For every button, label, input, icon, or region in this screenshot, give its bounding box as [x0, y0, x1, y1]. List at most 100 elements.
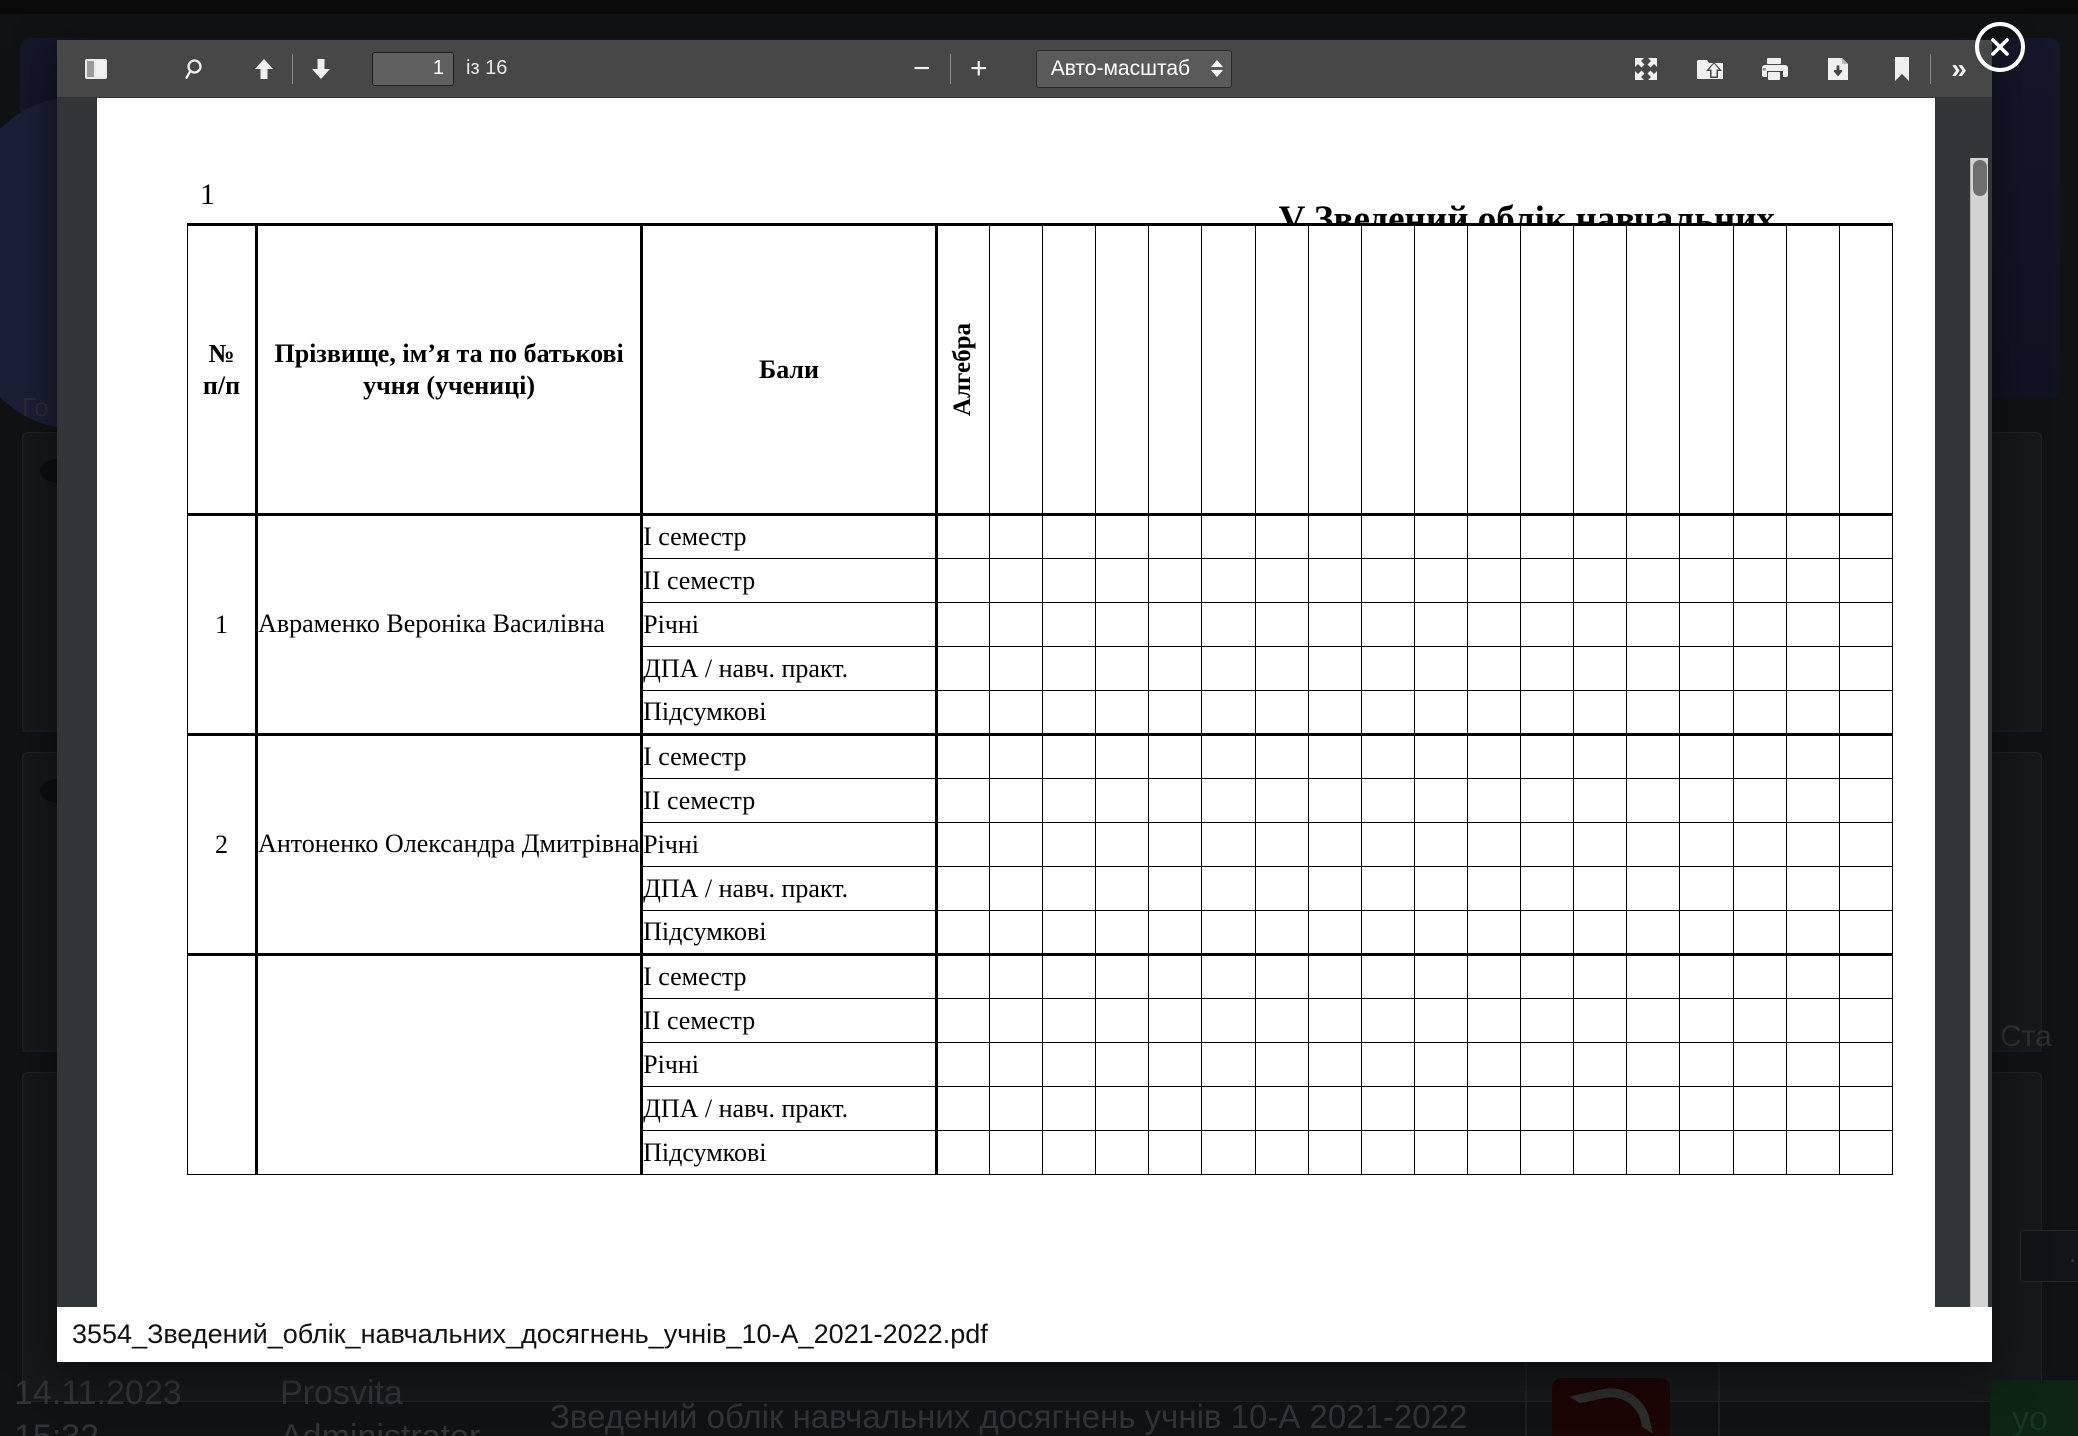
cell-subject-score — [1732, 910, 1787, 955]
page-number-input[interactable] — [372, 51, 454, 86]
cell-subject-score — [935, 1086, 991, 1131]
header-subject-blank — [1148, 223, 1203, 515]
previous-page-button[interactable] — [243, 50, 285, 88]
toolbar-separator-2 — [949, 53, 951, 84]
cell-subject-score — [1520, 733, 1575, 779]
zoom-level-select[interactable]: Авто-масштаб — [1035, 49, 1232, 88]
header-subject-blank — [1201, 223, 1256, 515]
cell-subject-score — [1466, 558, 1522, 603]
chevron-updown-icon — [1210, 60, 1223, 77]
pdf-swoosh-shape — [1569, 1380, 1653, 1436]
cell-subject-score — [1413, 646, 1469, 691]
next-page-button[interactable] — [300, 50, 342, 88]
cell-subject-score — [1042, 998, 1097, 1043]
cell-subject-score — [935, 690, 991, 735]
bookmark-button[interactable] — [1881, 50, 1923, 88]
header-subject-blank — [1360, 223, 1415, 515]
cell-subject-score — [1042, 733, 1097, 779]
table-row: ІІ семестр — [188, 778, 1894, 823]
cell-subject-score — [1679, 998, 1734, 1043]
cell-score-period: ДПА / навч. практ. — [641, 866, 938, 911]
cell-subject-score — [1785, 690, 1840, 735]
cell-subject-score — [1679, 1042, 1734, 1087]
cell-subject-score — [1148, 733, 1203, 779]
zoom-out-button[interactable]: − — [912, 51, 931, 85]
cell-subject-score — [1360, 822, 1415, 867]
table-body: 1 Авраменко Вероніка Василівна І семестр ІІ… — [186, 513, 1894, 1175]
cell-score-period: ІІ семестр — [641, 998, 938, 1043]
cell-subject-score — [1732, 822, 1787, 867]
cell-subject-score — [1095, 690, 1150, 735]
cell-subject-score — [1413, 998, 1469, 1043]
cell-score-period: І семестр — [641, 953, 938, 999]
presentation-mode-button[interactable] — [1625, 50, 1667, 88]
cell-score-period: Підсумкові — [641, 910, 938, 955]
background-more-button[interactable]: ... — [2020, 1230, 2078, 1282]
cell-subject-score — [1732, 1042, 1787, 1087]
sidebar-toggle-button[interactable] — [75, 50, 117, 88]
cell-subject-score — [935, 646, 991, 691]
header-subject-blank — [1573, 223, 1628, 515]
open-file-button[interactable] — [1689, 50, 1731, 88]
cell-subject-score — [1201, 953, 1256, 999]
cell-subject-score — [1626, 558, 1681, 603]
cell-subject-score — [1201, 866, 1256, 911]
cell-subject-score — [1360, 690, 1415, 735]
cell-subject-score — [1254, 1086, 1309, 1131]
page-corner-number: 1 — [200, 178, 215, 211]
cell-subject-score — [1573, 822, 1628, 867]
cell-subject-score — [1785, 1042, 1840, 1087]
pdf-toolbar: із 16 − + Авто-масштаб — [57, 40, 1992, 98]
cell-subject-score — [1520, 602, 1575, 647]
cell-subject-score — [1254, 1130, 1309, 1175]
cell-subject-score — [1413, 910, 1469, 955]
cell-subject-score — [1785, 998, 1840, 1043]
cell-subject-score — [1095, 778, 1150, 823]
download-button[interactable] — [1817, 50, 1859, 88]
cell-subject-score — [1466, 953, 1522, 999]
cell-student-name — [256, 953, 644, 1175]
download-icon — [1828, 57, 1849, 80]
cell-subject-score — [1679, 1086, 1734, 1131]
more-tools-button[interactable]: » — [1951, 52, 1967, 84]
cell-subject-score — [1095, 910, 1150, 955]
cell-subject-score — [1042, 690, 1097, 735]
cell-subject-score — [1307, 558, 1362, 603]
cell-subject-score — [989, 953, 1044, 999]
cell-subject-score — [1785, 733, 1840, 779]
cell-subject-score — [1732, 953, 1787, 999]
background-column-separator-1 — [1525, 1360, 1527, 1436]
header-subject-blank — [1838, 223, 1894, 515]
cell-subject-score — [935, 998, 991, 1043]
close-button[interactable] — [1975, 22, 2025, 72]
cell-subject-score — [1307, 822, 1362, 867]
cell-subject-score — [1785, 602, 1840, 647]
cell-subject-score — [1413, 558, 1469, 603]
cell-subject-score — [1307, 910, 1362, 955]
background-status-label: Ста — [2000, 1020, 2052, 1053]
cell-subject-score — [935, 602, 991, 647]
cell-subject-score — [1201, 910, 1256, 955]
cell-subject-score — [1466, 733, 1522, 779]
zoom-in-button[interactable]: + — [969, 51, 988, 85]
cell-score-period: І семестр — [641, 733, 938, 779]
cell-subject-score — [935, 866, 991, 911]
cell-subject-score — [1626, 733, 1681, 779]
find-button[interactable] — [175, 50, 217, 88]
cell-subject-score — [1679, 690, 1734, 735]
cell-subject-score — [1573, 998, 1628, 1043]
fullscreen-icon — [1635, 57, 1658, 80]
cell-subject-score — [1838, 910, 1894, 955]
background-row-date: 14.11.2023 — [14, 1374, 182, 1412]
cell-subject-score — [1201, 1130, 1256, 1175]
cell-subject-score — [1413, 778, 1469, 823]
print-button[interactable] — [1753, 50, 1795, 88]
header-subject-blank — [1466, 223, 1522, 515]
pdf-vertical-scrollbar[interactable] — [1970, 158, 1988, 1307]
cell-subject-score — [1520, 778, 1575, 823]
cell-subject-score — [1148, 953, 1203, 999]
cell-subject-score — [1360, 733, 1415, 779]
pdf-scrollbar-thumb[interactable] — [1973, 160, 1987, 196]
cell-subject-score — [1201, 558, 1256, 603]
cell-subject-score — [1254, 822, 1309, 867]
